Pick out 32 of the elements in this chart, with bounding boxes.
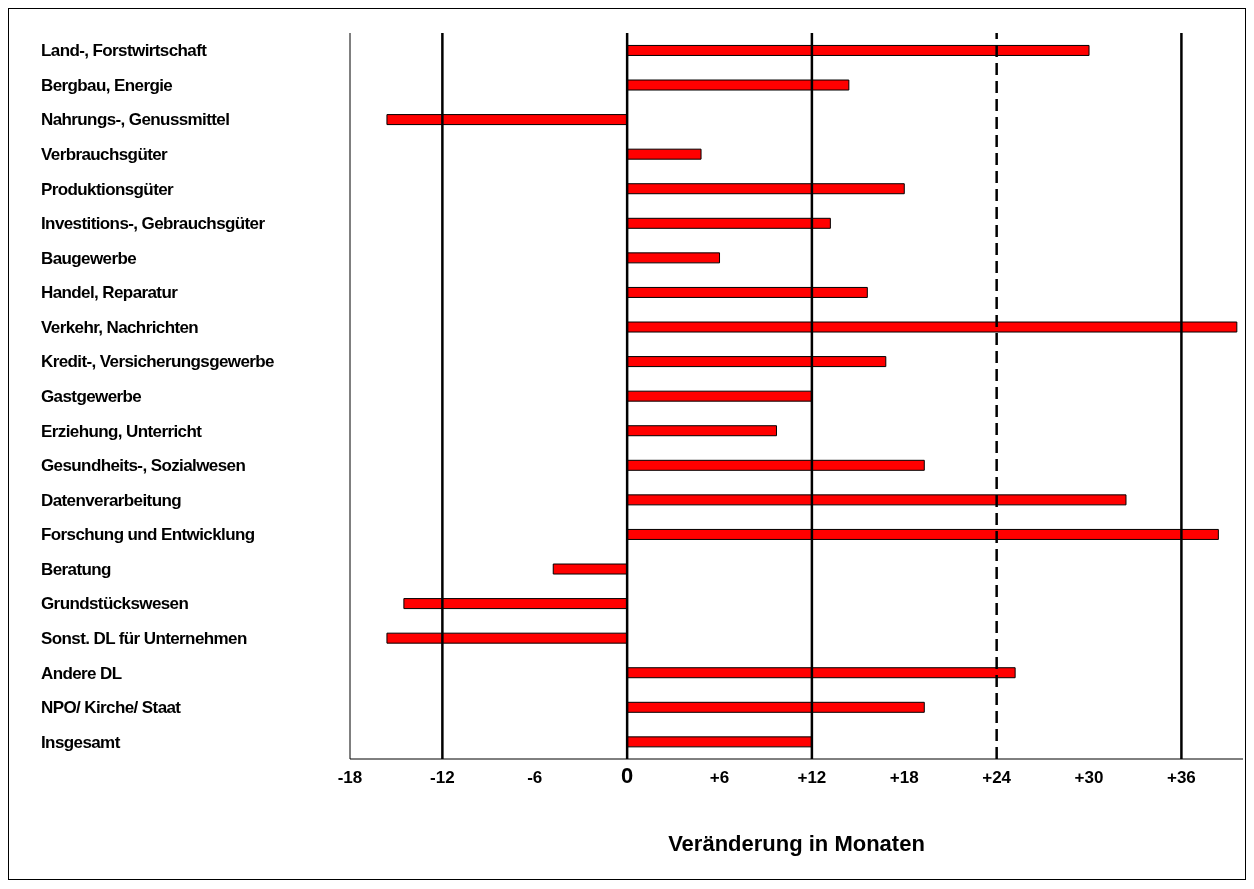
y-tick-label: Grundstückswesen: [41, 594, 189, 614]
y-tick-label: Baugewerbe: [41, 248, 137, 268]
y-tick-label: Kredit-, Versicherungsgewerbe: [41, 352, 275, 372]
x-tick-label: +12: [797, 768, 827, 787]
y-tick-label: Handel, Reparatur: [41, 283, 179, 303]
y-tick-label: Sonst. DL für Unternehmen: [41, 629, 247, 648]
y-tick-label: Andere DL: [41, 663, 122, 683]
x-tick-label: +36: [1166, 768, 1196, 787]
y-tick-label: Erziehung, Unterricht: [41, 421, 203, 441]
y-tick-label: Gastgewerbe: [41, 387, 142, 406]
y-tick-label: Insgesamt: [41, 732, 121, 752]
x-tick-label: -18: [337, 768, 363, 787]
y-tick-label: Nahrungs-, Genussmittel: [41, 110, 230, 130]
y-tick-label: NPO/ Kirche/ Staat: [41, 698, 182, 718]
x-tick-label: -12: [430, 768, 455, 787]
x-tick-label: -6: [527, 768, 543, 787]
y-tick-label: Forschung und Entwicklung: [41, 525, 255, 545]
y-tick-label: Beratung: [41, 559, 112, 579]
y-tick-label: Produktionsgüter: [41, 179, 175, 199]
x-tick-label: +18: [889, 768, 919, 787]
y-tick-label: Datenverarbeitung: [41, 490, 182, 510]
y-tick-label: Land-, Forstwirtschaft: [41, 41, 208, 61]
x-tick-label: +24: [982, 768, 1012, 787]
x-axis-title: Veränderung in Monaten: [668, 831, 925, 856]
y-tick-label: Verbrauchsgüter: [41, 145, 169, 164]
y-tick-label: Bergbau, Energie: [41, 75, 173, 95]
x-tick-label: +30: [1074, 768, 1104, 787]
y-tick-label: Investitions-, Gebrauchsgüter: [41, 214, 266, 234]
x-tick-label: +6: [709, 768, 730, 787]
x-tick-label: 0: [621, 763, 634, 788]
y-tick-label: Gesundheits-, Sozialwesen: [41, 456, 246, 476]
y-tick-label: Verkehr, Nachrichten: [41, 317, 199, 337]
